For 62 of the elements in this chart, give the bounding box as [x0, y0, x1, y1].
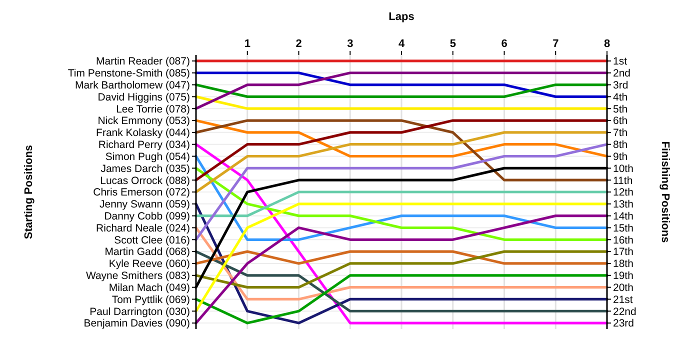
category-label: Milan Mach (049)	[108, 282, 190, 294]
y2-tick-label: 20th	[613, 282, 634, 294]
category-label: Nick Emmony (053)	[98, 115, 190, 128]
y2-tick-label: 8th	[613, 139, 628, 152]
y2-tick-label: 3rd	[613, 79, 628, 92]
y2-tick-label: 16th	[613, 234, 634, 246]
category-label: David Higgins (075)	[98, 91, 190, 104]
y2-tick-label: 11th	[613, 174, 633, 187]
y2-tick-label: 23rd	[613, 318, 634, 330]
x-tick-label: 7	[552, 38, 559, 50]
y2-tick-label: 5th	[613, 103, 628, 116]
line-series	[194, 143, 608, 324]
category-label: Mark Bartholomew (047)	[75, 79, 190, 92]
y2-tick-label: 2nd	[613, 68, 631, 80]
y2-tick-label: 1st	[613, 56, 628, 68]
category-label: Richard Neale (024)	[96, 222, 190, 234]
x-tick-label: 2	[296, 38, 302, 50]
category-label: Frank Kolasky (044)	[96, 127, 190, 140]
y2-tick-label: 4th	[613, 91, 628, 104]
y2-tick-label: 6th	[613, 115, 628, 128]
y2-tick-label: 19th	[613, 270, 634, 282]
category-label: Martin Gadd (068)	[104, 246, 190, 258]
category-label: Tim Penstone-Smith (085)	[68, 68, 190, 80]
y2-tick-label: 21st	[613, 294, 633, 306]
category-label: Simon Pugh (054)	[105, 150, 190, 163]
category-label: Tom Pyttlik (069)	[112, 294, 190, 306]
x-tick-label: 4	[398, 38, 406, 50]
line-series	[194, 274, 608, 324]
category-label: Richard Perry (034)	[98, 139, 190, 152]
line-series	[194, 131, 608, 194]
y2-tick-label: 14th	[613, 210, 634, 222]
y2-tick-label: 15th	[613, 222, 634, 234]
y2-axis-title: Finishing Positions	[659, 141, 671, 243]
y2-tick-label: 17th	[613, 246, 634, 258]
category-label: Wayne Smithers (083)	[86, 270, 190, 282]
x-tick-label: 6	[501, 38, 508, 50]
x-tick-label: 8	[604, 38, 610, 50]
category-label: Chris Emerson (072)	[93, 186, 190, 199]
x-tick-label: 3	[347, 38, 354, 50]
y2-tick-label: 13th	[613, 198, 634, 211]
category-label: Lucas Orrock (088)	[100, 174, 190, 187]
category-label: Lee Torrie (078)	[116, 103, 190, 116]
category-label: James Darch (035)	[100, 162, 190, 175]
y2-tick-label: 7th	[613, 127, 628, 140]
y2-tick-label: 9th	[613, 150, 628, 163]
y2-tick-label: 10th	[613, 162, 634, 175]
category-label: Benjamin Davies (090)	[84, 318, 190, 330]
x-tick-label: 5	[450, 38, 456, 50]
text: Starting Positions	[23, 144, 35, 240]
category-label: Jenny Swann (059)	[100, 198, 190, 211]
line-series	[194, 119, 608, 158]
y2-tick-label: 22nd	[613, 306, 637, 318]
x-axis-title: Laps	[388, 11, 414, 23]
y2-tick-label: 18th	[613, 258, 634, 270]
y2-tick-label: 12th	[613, 186, 634, 199]
x-tick-label: 1	[244, 38, 250, 50]
category-label: Paul Darrington (030)	[90, 306, 190, 318]
category-label: Martin Reader (087)	[96, 56, 190, 68]
category-label: Scott Clee (016)	[114, 234, 190, 246]
category-label: Kyle Reeve (060)	[108, 258, 190, 270]
line-series	[194, 250, 608, 289]
category-label: Danny Cobb (099)	[104, 210, 190, 222]
